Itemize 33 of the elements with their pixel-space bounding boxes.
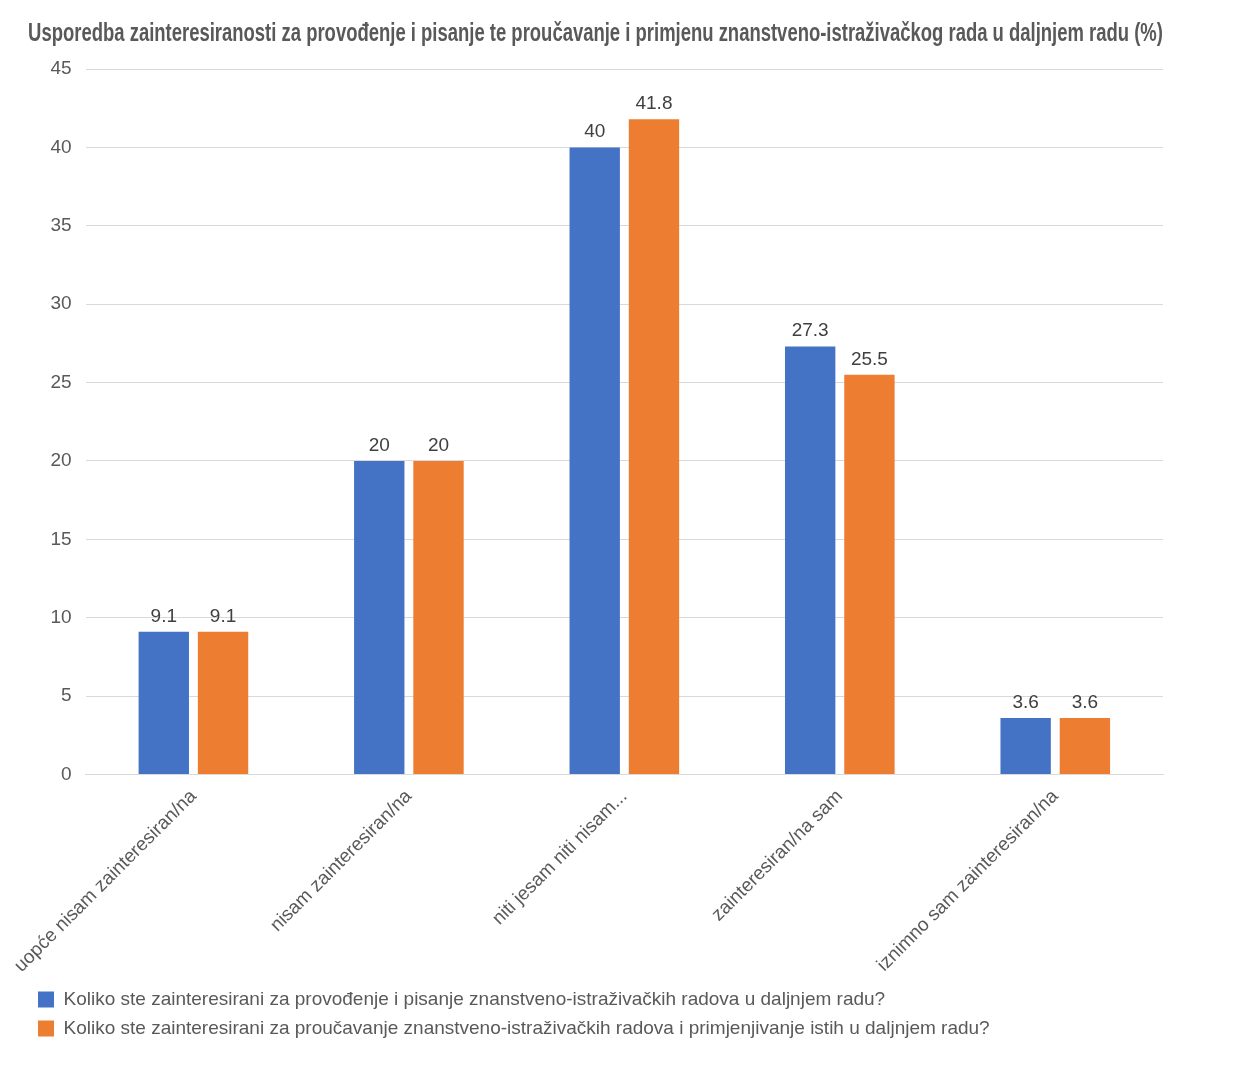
bar: [785, 346, 836, 774]
y-tick-label: 35: [50, 214, 72, 236]
data-label: 9.1: [209, 604, 237, 626]
bar: [569, 147, 620, 774]
y-tick-label: 20: [50, 449, 72, 471]
data-label: 40: [584, 120, 606, 142]
bar: [844, 374, 895, 774]
bar: [628, 119, 680, 774]
data-label: 9.1: [150, 604, 177, 626]
y-tick-label: 25: [50, 370, 72, 392]
y-tick-label: 30: [50, 292, 72, 314]
data-label: 3.6: [1071, 690, 1099, 712]
data-label: 3.6: [1012, 690, 1039, 712]
data-label: 25.5: [850, 347, 888, 369]
bar: [1059, 717, 1111, 774]
bar: [354, 460, 405, 774]
y-tick-label: 0: [61, 762, 72, 784]
y-tick-label: 10: [50, 605, 72, 627]
data-label: 27.3: [791, 319, 829, 341]
y-tick-label: 15: [50, 527, 72, 549]
bar: [197, 631, 249, 774]
data-label: 20: [368, 433, 390, 455]
data-label: 20: [427, 433, 450, 455]
bar: [1000, 717, 1051, 774]
bar: [413, 460, 464, 774]
y-tick-label: 40: [50, 135, 72, 157]
data-label: 41.8: [635, 92, 673, 114]
legend-label: Koliko ste zainteresirani za provođenje i pisanje znanstveno-istraživačkih radova u daljnjem radu?: [63, 987, 886, 1009]
legend-label: Koliko ste zainteresirani za proučavanje znanstveno-istraživačkih radova i primjenjivanje istih u daljnjem radu?: [63, 1016, 990, 1038]
chart-title: Usporedba zainteresiranosti za provođenje i pisanje te proučavanje i primjenu znanstveno-istraživačkog rada u daljnjem radu (%): [28, 17, 1163, 47]
y-tick-label: 45: [50, 57, 72, 79]
bar: [138, 631, 189, 774]
y-tick-label: 5: [61, 684, 72, 706]
